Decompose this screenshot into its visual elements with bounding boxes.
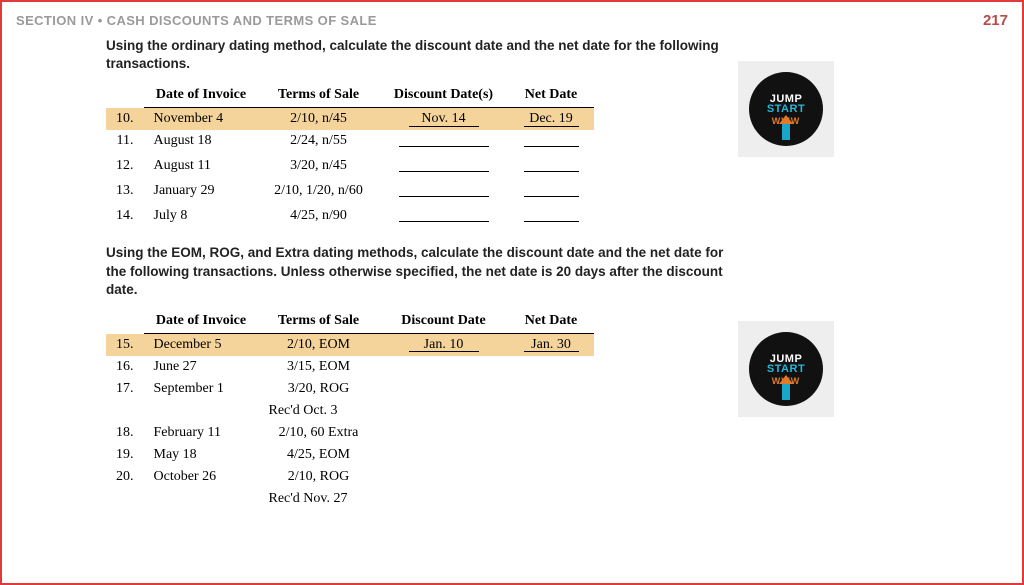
col-header: Discount Date [379, 309, 509, 334]
cell-date: February 11 [144, 422, 259, 444]
cell-discount [379, 180, 509, 205]
row-number: 15. [106, 334, 144, 357]
cell-terms: 4/25, EOM [259, 444, 379, 466]
cell-terms: 4/25, n/90 [259, 205, 379, 230]
cell-terms: 2/10, ROG [259, 466, 379, 488]
col-header: Date of Invoice [144, 309, 259, 334]
cell-net [509, 205, 594, 230]
cell-discount: Jan. 10 [379, 334, 509, 357]
cell-net [509, 155, 594, 180]
table-row: 18.February 112/10, 60 Extra [106, 422, 594, 444]
col-header: Date of Invoice [144, 83, 259, 108]
cell-date: July 8 [144, 205, 259, 230]
badge-line2: START [767, 363, 805, 375]
cell-terms: 2/10, 1/20, n/60 [259, 180, 379, 205]
table-row: 14.July 84/25, n/90 [106, 205, 594, 230]
col-header: Net Date [509, 83, 594, 108]
section-title: SECTION IV • CASH DISCOUNTS AND TERMS OF… [16, 13, 377, 28]
table-row: 11.August 182/24, n/55 [106, 130, 594, 155]
cell-terms: 3/15, EOM [259, 356, 379, 378]
row-number: 10. [106, 108, 144, 131]
table-row: Rec'd Nov. 27 [106, 488, 594, 510]
table-row: 12.August 113/20, n/45 [106, 155, 594, 180]
row-number: 20. [106, 466, 144, 488]
table-row: 15.December 52/10, EOMJan. 10Jan. 30 [106, 334, 594, 357]
cell-net: Dec. 19 [509, 108, 594, 131]
cell-net [509, 180, 594, 205]
col-header: Terms of Sale [259, 309, 379, 334]
table-row: 13.January 292/10, 1/20, n/60 [106, 180, 594, 205]
row-number: 11. [106, 130, 144, 155]
badge-line2: START [767, 103, 805, 115]
badge-line3: WWW [772, 376, 800, 386]
section2-table: Date of Invoice Terms of Sale Discount D… [106, 309, 594, 510]
cell-date: September 1 [144, 378, 259, 400]
section2-instructions: Using the EOM, ROG, and Extra dating met… [106, 244, 746, 299]
table-row: Rec'd Oct. 3 [106, 400, 594, 422]
cell-date: October 26 [144, 466, 259, 488]
cell-terms: 3/20, ROG [259, 378, 379, 400]
page-header: SECTION IV • CASH DISCOUNTS AND TERMS OF… [2, 2, 1022, 33]
cell-net: Jan. 30 [509, 334, 594, 357]
cell-discount [379, 466, 509, 488]
section1-instructions: Using the ordinary dating method, calcul… [106, 37, 726, 73]
cell-discount [379, 444, 509, 466]
cell-terms-extra: Rec'd Oct. 3 [259, 400, 379, 422]
cell-discount [379, 356, 509, 378]
cell-net [509, 378, 594, 400]
cell-net [509, 356, 594, 378]
cell-terms-extra: Rec'd Nov. 27 [259, 488, 379, 510]
cell-discount [379, 422, 509, 444]
cell-discount [379, 155, 509, 180]
badge-line3: WWW [772, 116, 800, 126]
cell-discount: Nov. 14 [379, 108, 509, 131]
table-row: 20.October 262/10, ROG [106, 466, 594, 488]
row-number: 13. [106, 180, 144, 205]
cell-date: August 18 [144, 130, 259, 155]
cell-net [509, 130, 594, 155]
cell-terms: 3/20, n/45 [259, 155, 379, 180]
cell-date: January 29 [144, 180, 259, 205]
cell-date: June 27 [144, 356, 259, 378]
cell-date: December 5 [144, 334, 259, 357]
cell-terms: 2/10, 60 Extra [259, 422, 379, 444]
jumpstart-badge: JUMP START WWW [738, 61, 834, 157]
section1-table: Date of Invoice Terms of Sale Discount D… [106, 83, 594, 230]
row-number: 17. [106, 378, 144, 400]
cell-net [509, 422, 594, 444]
row-number: 14. [106, 205, 144, 230]
col-header: Terms of Sale [259, 83, 379, 108]
cell-terms: 2/10, EOM [259, 334, 379, 357]
cell-date: August 11 [144, 155, 259, 180]
table-row: 10.November 42/10, n/45Nov. 14Dec. 19 [106, 108, 594, 131]
col-header: Net Date [509, 309, 594, 334]
table-row: 19.May 184/25, EOM [106, 444, 594, 466]
page-number: 217 [983, 12, 1008, 29]
cell-discount [379, 205, 509, 230]
cell-net [509, 444, 594, 466]
cell-discount [379, 130, 509, 155]
cell-terms: 2/10, n/45 [259, 108, 379, 131]
cell-net [509, 466, 594, 488]
table-row: 17.September 13/20, ROG [106, 378, 594, 400]
row-number: 18. [106, 422, 144, 444]
cell-discount [379, 378, 509, 400]
cell-date: May 18 [144, 444, 259, 466]
row-number: 16. [106, 356, 144, 378]
cell-terms: 2/24, n/55 [259, 130, 379, 155]
table-row: 16.June 273/15, EOM [106, 356, 594, 378]
row-number: 19. [106, 444, 144, 466]
jumpstart-badge: JUMP START WWW [738, 321, 834, 417]
row-number: 12. [106, 155, 144, 180]
cell-date: November 4 [144, 108, 259, 131]
col-header: Discount Date(s) [379, 83, 509, 108]
